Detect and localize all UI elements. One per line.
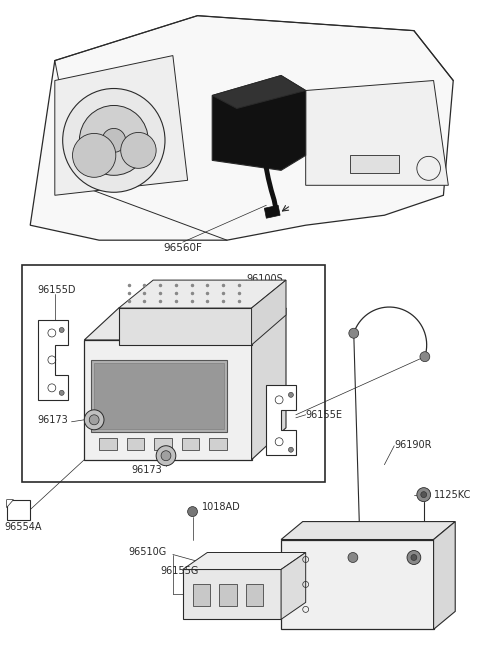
Text: 96173: 96173	[37, 415, 68, 425]
Polygon shape	[38, 320, 68, 400]
Circle shape	[121, 132, 156, 169]
Polygon shape	[119, 308, 252, 345]
Bar	[219, 585, 237, 607]
Circle shape	[89, 415, 99, 425]
Circle shape	[411, 554, 417, 561]
Text: 1125KC: 1125KC	[433, 490, 471, 499]
Bar	[182, 438, 199, 450]
Polygon shape	[212, 76, 306, 171]
Circle shape	[417, 488, 431, 501]
Text: 96155E: 96155E	[306, 410, 343, 420]
Text: 96100S: 96100S	[247, 274, 283, 284]
Polygon shape	[30, 16, 453, 240]
Circle shape	[349, 328, 359, 339]
Polygon shape	[84, 340, 252, 460]
Bar	[281, 539, 433, 629]
Polygon shape	[281, 552, 306, 620]
Polygon shape	[266, 385, 296, 455]
Bar	[154, 438, 172, 450]
Bar	[99, 438, 117, 450]
Circle shape	[288, 392, 293, 397]
Circle shape	[59, 390, 64, 395]
Bar	[91, 360, 227, 432]
Circle shape	[59, 328, 64, 333]
Bar	[94, 363, 224, 429]
Polygon shape	[306, 81, 448, 185]
Polygon shape	[7, 499, 30, 519]
Circle shape	[72, 134, 116, 177]
Polygon shape	[433, 521, 455, 629]
Text: 96173: 96173	[131, 464, 162, 475]
Circle shape	[348, 552, 358, 563]
Polygon shape	[119, 280, 286, 308]
Polygon shape	[7, 499, 13, 508]
Polygon shape	[183, 570, 281, 620]
Polygon shape	[183, 552, 306, 570]
Bar	[192, 585, 210, 607]
Circle shape	[156, 446, 176, 466]
Polygon shape	[55, 56, 188, 195]
Polygon shape	[264, 205, 280, 218]
Text: 96560F: 96560F	[163, 243, 202, 253]
Text: 96554A: 96554A	[5, 521, 42, 532]
Circle shape	[188, 506, 197, 517]
Polygon shape	[212, 76, 306, 109]
Text: 1018AD: 1018AD	[203, 501, 241, 512]
Bar	[246, 585, 264, 607]
Circle shape	[407, 550, 421, 565]
Bar	[209, 438, 227, 450]
Polygon shape	[84, 308, 286, 340]
Polygon shape	[252, 280, 286, 345]
Text: 96190R: 96190R	[394, 440, 432, 450]
Circle shape	[161, 451, 171, 461]
Polygon shape	[252, 308, 286, 460]
Circle shape	[63, 89, 165, 193]
Polygon shape	[281, 521, 455, 539]
Circle shape	[420, 351, 430, 362]
Bar	[127, 438, 144, 450]
Circle shape	[102, 129, 126, 152]
Text: 96155G: 96155G	[160, 567, 198, 576]
Circle shape	[288, 447, 293, 452]
Circle shape	[421, 492, 427, 497]
Bar	[23, 265, 325, 482]
Circle shape	[84, 410, 104, 430]
Text: 96155D: 96155D	[37, 285, 75, 295]
Text: 96510G: 96510G	[129, 547, 167, 556]
Circle shape	[79, 105, 148, 175]
Bar	[350, 155, 399, 173]
